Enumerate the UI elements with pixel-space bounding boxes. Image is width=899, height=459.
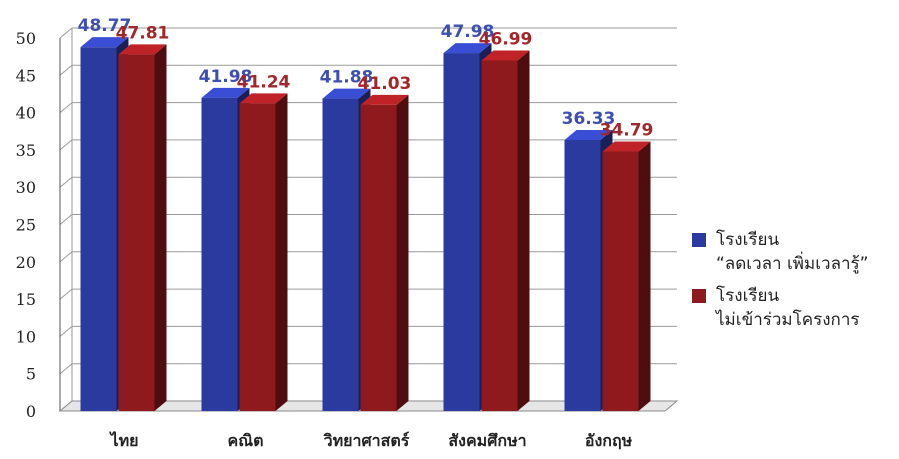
grid-connector-30: [59, 176, 73, 188]
y-tick-label: 45: [16, 66, 36, 85]
grid-connector-10: [59, 326, 73, 337]
data-label: 41.88: [320, 68, 374, 88]
data-label: 46.99: [479, 29, 533, 49]
grid-connector-35: [59, 139, 73, 151]
bar-side: [275, 93, 288, 411]
bar-top: [239, 93, 288, 104]
y-tick-label: 5: [26, 365, 36, 384]
bar-top: [118, 44, 167, 55]
data-label: 48.77: [78, 16, 132, 36]
bar-side: [517, 50, 530, 412]
bar-top: [602, 141, 651, 152]
bar-front: [481, 60, 518, 412]
bar-top: [443, 43, 492, 54]
y-tick-label: 30: [16, 178, 36, 197]
grid-connector-20: [59, 251, 73, 263]
data-label: 41.03: [358, 74, 412, 94]
data-label: 47.98: [441, 22, 495, 42]
data-label: 47.81: [116, 23, 170, 43]
bar-front: [80, 47, 117, 411]
grid-connector-5: [59, 363, 73, 375]
bars: [80, 37, 651, 412]
x-axis: ไทย คณิต วิทยาศาสตร์ สังคมศึกษา อังกฤษ: [109, 431, 633, 450]
legend-swatch-series-1: [692, 233, 706, 247]
data-label: 36.33: [562, 109, 616, 129]
grid-connector-25: [59, 214, 73, 225]
y-tick-label: 10: [16, 327, 36, 346]
y-tick-label: 0: [26, 402, 36, 421]
bar-front: [443, 53, 480, 411]
bar-top: [201, 87, 250, 98]
x-tick-label: คณิต: [228, 431, 264, 450]
bar-top: [322, 88, 371, 99]
y-tick-label: 20: [16, 253, 36, 272]
legend-label-series-2-line-1: โรงเรียน: [716, 286, 780, 306]
bar: [239, 93, 288, 411]
bar: [360, 94, 409, 411]
legend-swatch-series-2: [692, 289, 706, 303]
bar-front: [564, 139, 601, 411]
y-tick-label: 50: [16, 29, 36, 48]
bar: [481, 50, 530, 412]
bar-top: [481, 50, 530, 61]
legend-label-series-1-line-2: “ลดเวลา เพิ่มเวลารู้”: [716, 254, 869, 274]
y-tick-label: 25: [16, 216, 36, 235]
legend-item-series-1: โรงเรียน “ลดเวลา เพิ่มเวลารู้”: [690, 228, 895, 276]
legend-label-series-1-line-1: โรงเรียน: [716, 230, 780, 250]
bar-side: [638, 141, 651, 411]
data-label: 41.24: [237, 72, 291, 92]
bar-front: [239, 103, 276, 411]
y-tick-label: 40: [16, 104, 36, 123]
bar-front: [118, 54, 155, 411]
grid-connector-40: [59, 102, 73, 113]
x-tick-label: วิทยาศาสตร์: [323, 431, 410, 450]
bar-front: [360, 104, 397, 411]
x-tick-label: อังกฤษ: [585, 431, 633, 450]
bar-side: [396, 94, 409, 411]
bar-top: [360, 94, 409, 105]
y-tick-label: 35: [16, 141, 36, 160]
bar-front: [201, 97, 238, 412]
grid-connector-45: [59, 64, 73, 76]
bar: [602, 141, 651, 411]
x-tick-label: สังคมศึกษา: [448, 431, 526, 450]
bar-front: [602, 151, 639, 411]
data-label: 41.98: [199, 67, 253, 87]
legend: โรงเรียน “ลดเวลา เพิ่มเวลารู้” โรงเรียน …: [690, 228, 895, 340]
grid-connector-50: [59, 27, 73, 39]
grid-connector-15: [59, 288, 73, 300]
bar: [118, 44, 167, 411]
bar-side: [154, 44, 167, 411]
y-tick-label: 15: [16, 290, 36, 309]
bar-front: [322, 98, 359, 412]
x-tick-label: ไทย: [109, 431, 139, 450]
bar-top: [80, 37, 129, 48]
data-label: 34.79: [600, 120, 654, 140]
legend-label-series-2-line-2: ไม่เข้าร่วมโครงการ: [716, 310, 860, 330]
bar-top: [564, 129, 613, 140]
legend-item-series-2: โรงเรียน ไม่เข้าร่วมโครงการ: [690, 284, 895, 332]
